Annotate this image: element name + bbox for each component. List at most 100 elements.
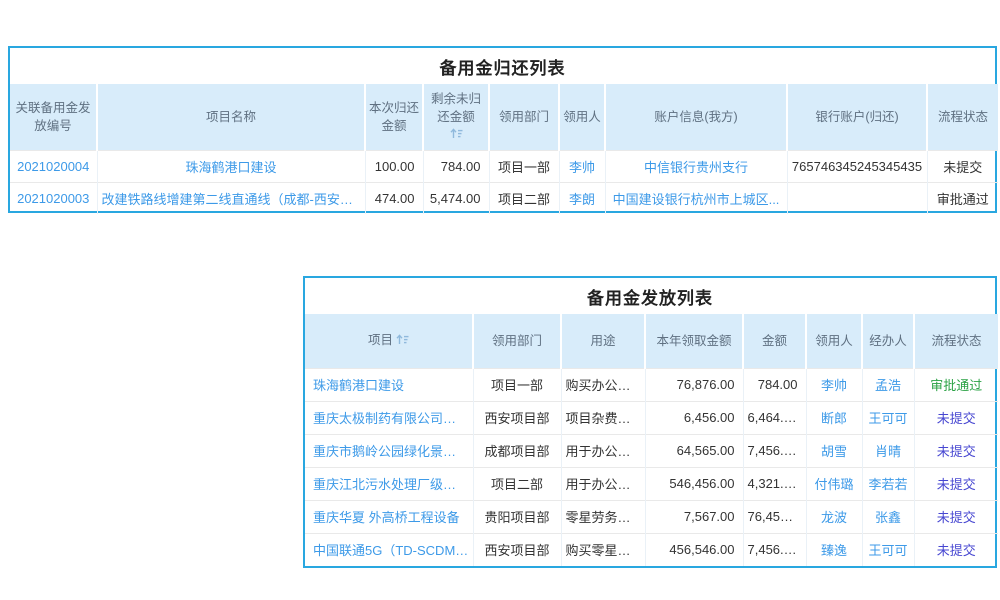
table-row: 中国联通5G（TD-SCDMA）... 西安项目部 购买零星材料 456,546.00… xyxy=(305,532,998,566)
column-header: 本年领取金额 xyxy=(644,314,743,368)
link-cell[interactable]: 重庆华夏 外高桥工程设备 xyxy=(305,499,473,533)
column-label: 领用部门 xyxy=(491,333,542,348)
link-cell[interactable]: 张鑫 xyxy=(861,499,914,533)
link-cell[interactable]: 中国联通5G（TD-SCDMA）... xyxy=(305,532,473,566)
cell: 项目一部 xyxy=(488,149,559,182)
cell: 购买办公用品 xyxy=(560,367,645,401)
link-cell[interactable]: 重庆太极制药有限公司亳州... xyxy=(305,400,473,434)
link-cell[interactable]: 李若若 xyxy=(861,466,914,500)
return-table-header: 关联备用金发放编号 项目名称 本次归还金额 剩余未归还金额 领用部门 领用人 账户信息(我方… xyxy=(10,84,998,150)
table-row: 2021020003 改建铁路线增建第二线直通线（成都-西安）电... 474.00… xyxy=(10,181,998,214)
link-cell[interactable]: 断郎 xyxy=(805,400,862,434)
link-cell[interactable]: 龙波 xyxy=(805,499,862,533)
cell: 7,456.00 xyxy=(742,433,806,467)
column-header: 领用人 xyxy=(558,84,605,150)
issue-table-header: 项目 领用部门 用途 本年领取金额 金额 领用人 经办人 流程状态 xyxy=(305,314,998,368)
column-header[interactable]: 剩余未归还金额 xyxy=(422,84,489,150)
column-label: 领用人 xyxy=(815,333,853,348)
column-label: 银行账户(归还) xyxy=(815,109,899,124)
column-header: 经办人 xyxy=(861,314,914,368)
column-header: 流程状态 xyxy=(913,314,998,368)
column-label: 用途 xyxy=(590,333,616,348)
link-cell[interactable]: 王可可 xyxy=(861,532,914,566)
cell: 零星劳务支出 xyxy=(560,499,645,533)
link-cell[interactable]: 孟浩 xyxy=(861,367,914,401)
column-label: 本次归还金额 xyxy=(369,100,420,133)
table-row: 珠海鹤港口建设 项目一部 购买办公用品 76,876.00 784.00 李帅 孟浩 审批通过 xyxy=(305,367,998,401)
link-cell[interactable]: 重庆江北污水处理厂级改造... xyxy=(305,466,473,500)
column-header[interactable]: 项目 xyxy=(305,314,473,368)
link-cell[interactable]: 李帅 xyxy=(805,367,862,401)
table-row: 2021020004 珠海鹤港口建设 100.00 784.00 项目一部 李帅 中信银行贵… xyxy=(10,149,998,182)
column-label: 领用人 xyxy=(563,109,601,124)
cell: 成都项目部 xyxy=(472,433,561,467)
table-row: 重庆华夏 外高桥工程设备 贵阳项目部 零星劳务支出 7,567.00 76,457...… xyxy=(305,499,998,533)
cell: 西安项目部 xyxy=(472,400,561,434)
cell: 64,565.00 xyxy=(644,433,743,467)
cell: 贵阳项目部 xyxy=(472,499,561,533)
cell: 西安项目部 xyxy=(472,532,561,566)
cell: 用于办公用品... xyxy=(560,466,645,500)
cell: 784.00 xyxy=(742,367,806,401)
column-header: 领用部门 xyxy=(472,314,561,368)
link-cell[interactable]: 中信银行贵州支行 xyxy=(604,149,787,182)
cell: 6,456.00 xyxy=(644,400,743,434)
cell: 784.00 xyxy=(422,149,489,182)
column-header: 领用人 xyxy=(805,314,862,368)
status-cell: 审批通过 xyxy=(926,181,998,214)
link-cell[interactable]: 中国建设银行杭州市上城区... xyxy=(604,181,787,214)
column-header: 项目名称 xyxy=(96,84,365,150)
status-cell: 未提交 xyxy=(913,466,998,500)
column-label: 经办人 xyxy=(869,333,907,348)
link-cell[interactable]: 臻逸 xyxy=(805,532,862,566)
cell: 100.00 xyxy=(364,149,423,182)
table-row: 重庆江北污水处理厂级改造...项目二部用于办公用品...546,456.004,… xyxy=(305,466,998,500)
cell: 76,457... xyxy=(742,499,806,533)
column-label: 项目名称 xyxy=(205,109,256,124)
cell: 项目二部 xyxy=(472,466,561,500)
cell: 4,321.00 xyxy=(742,466,806,500)
cell: 474.00 xyxy=(364,181,423,214)
link-cell[interactable]: 李帅 xyxy=(558,149,605,182)
column-label: 金额 xyxy=(761,333,787,348)
column-label: 账户信息(我方) xyxy=(654,109,738,124)
link-cell[interactable]: 重庆市鹅岭公园绿化景观提... xyxy=(305,433,473,467)
link-cell[interactable]: 珠海鹤港口建设 xyxy=(305,367,473,401)
column-header: 流程状态 xyxy=(926,84,998,150)
status-cell: 审批通过 xyxy=(913,367,998,401)
petty-cash-return-panel: 备用金归还列表 关联备用金发放编号 项目名称 本次归还金额 剩余未归还金额 领用部门 领用… xyxy=(8,46,998,214)
link-cell[interactable]: 肖晴 xyxy=(861,433,914,467)
status-cell: 未提交 xyxy=(913,532,998,566)
cell: 用于办公用品... xyxy=(560,433,645,467)
column-label: 项目 xyxy=(367,333,393,348)
column-header: 银行账户(归还) xyxy=(786,84,927,150)
link-cell[interactable]: 珠海鹤港口建设 xyxy=(96,149,365,182)
cell: 546,456.00 xyxy=(644,466,743,500)
column-header: 领用部门 xyxy=(488,84,559,150)
link-cell[interactable]: 2021020003 xyxy=(10,181,97,214)
link-cell[interactable]: 李朗 xyxy=(558,181,605,214)
status-cell: 未提交 xyxy=(913,499,998,533)
cell: 456,546.00 xyxy=(644,532,743,566)
table-row: 重庆市鹅岭公园绿化景观提...成都项目部用于办公用品...64,565.007,… xyxy=(305,433,998,467)
link-cell[interactable]: 改建铁路线增建第二线直通线（成都-西安）电... xyxy=(96,181,365,214)
cell: 765746345245345435 xyxy=(786,149,927,182)
header-row: 项目 领用部门 用途 本年领取金额 金额 领用人 经办人 流程状态 xyxy=(305,314,998,368)
cell: 项目一部 xyxy=(472,367,561,401)
petty-cash-issue-panel: 备用金发放列表 项目 领用部门 用途 本年领取金额 金额 领用人 经办人 流程状态 珠海鹤港口… xyxy=(303,276,998,568)
column-label: 流程状态 xyxy=(931,333,982,348)
cell: 76,876.00 xyxy=(644,367,743,401)
link-cell[interactable]: 2021020004 xyxy=(10,149,97,182)
column-header: 账户信息(我方) xyxy=(604,84,787,150)
column-header: 关联备用金发放编号 xyxy=(10,84,97,150)
link-cell[interactable]: 胡雪 xyxy=(805,433,862,467)
sort-ascending-icon[interactable] xyxy=(427,126,485,144)
status-cell: 未提交 xyxy=(913,433,998,467)
issue-table-title: 备用金发放列表 xyxy=(587,289,713,308)
return-table-title: 备用金归还列表 xyxy=(439,59,566,78)
column-header: 金额 xyxy=(742,314,806,368)
cell: 项目二部 xyxy=(488,181,559,214)
sort-ascending-icon[interactable] xyxy=(396,332,409,350)
link-cell[interactable]: 王可可 xyxy=(861,400,914,434)
link-cell[interactable]: 付伟璐 xyxy=(805,466,862,500)
